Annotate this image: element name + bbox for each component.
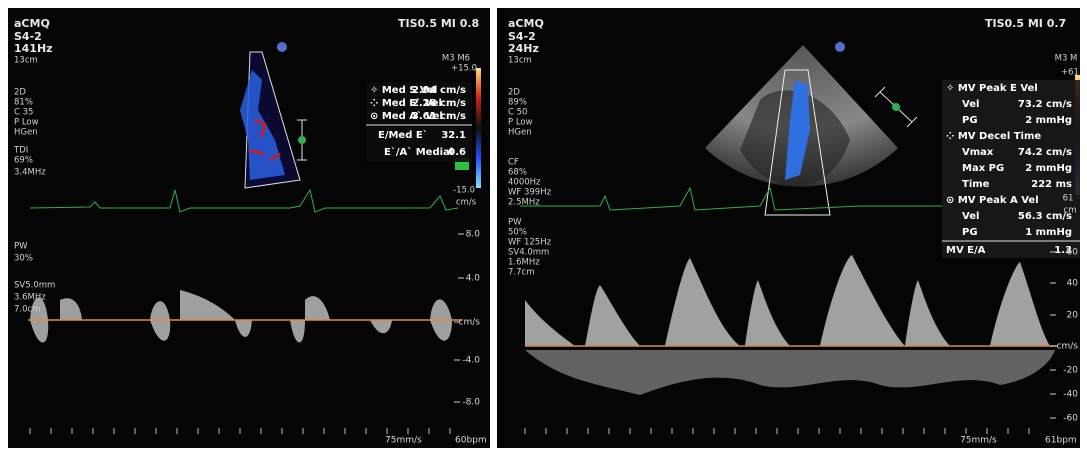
- probe-icon: [835, 42, 845, 52]
- sweep-speed: 75mm/s: [385, 436, 422, 446]
- setting: 30%: [14, 254, 33, 264]
- gate-marker: [892, 103, 900, 111]
- velocity-label: -8.0: [462, 398, 480, 408]
- setting: C 35: [14, 108, 33, 118]
- setting: 2D: [14, 88, 26, 98]
- color-scale-label: -15.0: [453, 186, 475, 196]
- color-bar: [476, 68, 481, 188]
- velocity-label: -60: [1063, 414, 1078, 424]
- velocity-label: 40: [1067, 279, 1079, 289]
- setting: 7.0cm: [14, 305, 40, 315]
- color-scale-label: 61: [1063, 194, 1074, 204]
- setting: PW: [508, 218, 522, 228]
- setting: 3.4MHz: [14, 168, 46, 178]
- measurement-label: E`/A` Medial: [384, 146, 453, 158]
- velocity-label: 8.0: [466, 230, 481, 240]
- measurement-label: Vmax: [962, 147, 994, 158]
- setting: PW: [14, 242, 28, 252]
- setting: TDI: [13, 146, 28, 156]
- depth: 13cm: [508, 56, 532, 66]
- setting: SV4.0mm: [508, 248, 549, 258]
- measurement-value: 2.94 cm/s: [412, 85, 466, 96]
- measurement-value: 56.3 cm/s: [1018, 211, 1072, 222]
- ultrasound-screen: aCMQS4-2141Hz13cmTIS0.5 MI 0.82D81%C 35P…: [0, 0, 1087, 454]
- measurement-label: MV E/A: [946, 245, 986, 256]
- velocity-label: 4.0: [466, 274, 481, 284]
- measurement-value: 2 mmHg: [1025, 163, 1072, 174]
- measurement-label: Max PG: [962, 163, 1004, 174]
- measurement-label: Time: [962, 179, 990, 190]
- measurement-label: ✧ MV Peak E Vel: [946, 83, 1038, 94]
- setting: WF 125Hz: [508, 238, 552, 248]
- measurement-label: ⁘ MV Decel Time: [946, 131, 1041, 142]
- frame-rate: 24Hz: [508, 42, 539, 55]
- measurement-label: E/Med E`: [378, 129, 428, 141]
- measurement-value: 2 mmHg: [1025, 115, 1072, 126]
- setting: 3.6MHz: [14, 293, 46, 303]
- color-scale-label: cm/s: [456, 198, 477, 208]
- measurement-value: 2.28 cm/s: [412, 98, 466, 109]
- acoustic-index: TIS0.5 MI 0.8: [398, 17, 479, 30]
- app-title: aCMQ: [14, 17, 50, 30]
- acoustic-index: TIS0.5 MI 0.7: [985, 17, 1066, 30]
- gate-marker: [298, 136, 306, 144]
- color-scale-label: +15.0: [451, 64, 477, 74]
- setting: 89%: [508, 98, 527, 108]
- setting: 2D: [508, 88, 520, 98]
- heart-rate: 60bpm: [455, 436, 487, 446]
- measurement-label: ⊙ MV Peak A Vel: [946, 195, 1039, 206]
- velocity-label: -40: [1063, 390, 1078, 400]
- setting: 4000Hz: [508, 178, 541, 188]
- color-scale-label: M3 M6: [442, 54, 470, 64]
- setting: HGen: [508, 128, 532, 138]
- measurement-value: 3.61 cm/s: [412, 111, 466, 122]
- setting: 69%: [14, 156, 33, 166]
- heart-rate: 61bpm: [1045, 436, 1077, 446]
- measurement-value: 1 mmHg: [1025, 227, 1072, 238]
- frame-rate: 141Hz: [14, 42, 53, 55]
- setting: 68%: [508, 168, 527, 178]
- setting: 2.5MHz: [508, 198, 540, 208]
- setting: SV5.0mm: [14, 281, 55, 291]
- setting: 81%: [14, 98, 33, 108]
- measurement-value: 0.6: [448, 147, 466, 158]
- velocity-label: 20: [1067, 311, 1079, 321]
- measurement-value: 222 ms: [1031, 179, 1072, 190]
- setting: 1.6MHz: [508, 258, 540, 268]
- measurement-value: 73.2 cm/s: [1018, 99, 1072, 110]
- measurement-label: Vel: [962, 211, 979, 222]
- setting: P Low: [508, 118, 533, 128]
- setting: CF: [508, 158, 519, 168]
- setting: HGen: [14, 128, 38, 138]
- color-scale-label: +61: [1061, 68, 1079, 78]
- probe-icon: [277, 42, 287, 52]
- setting: WF 399Hz: [508, 188, 552, 198]
- measurement-value: 32.1: [441, 130, 466, 141]
- app-title: aCMQ: [508, 17, 544, 30]
- setting: C 50: [508, 108, 527, 118]
- setting: 50%: [508, 228, 527, 238]
- sweep-speed: 75mm/s: [960, 436, 997, 446]
- velocity-label: -4.0: [462, 356, 480, 366]
- depth: 13cm: [14, 56, 38, 66]
- velocity-label: 60: [1067, 248, 1079, 258]
- velocity-label: cm/s: [1057, 342, 1079, 352]
- measurement-label: PG: [962, 227, 978, 238]
- velocity-label: -20: [1063, 366, 1078, 376]
- setting: P Low: [14, 118, 39, 128]
- measurement-label: PG: [962, 115, 978, 126]
- measurement-label: Vel: [962, 99, 979, 110]
- velocity-label: cm/s: [459, 318, 481, 328]
- measurement-value: 74.2 cm/s: [1018, 147, 1072, 158]
- setting: 7.7cm: [508, 268, 534, 278]
- color-scale-label: M3 M: [1055, 54, 1078, 64]
